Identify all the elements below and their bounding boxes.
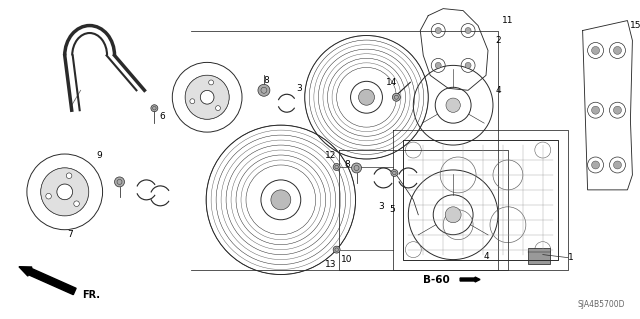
Bar xyxy=(528,248,550,263)
Text: 9: 9 xyxy=(97,151,102,160)
Wedge shape xyxy=(41,168,88,216)
Text: 11: 11 xyxy=(502,16,514,25)
Text: 3: 3 xyxy=(296,84,301,93)
Text: 10: 10 xyxy=(341,255,353,264)
Text: 8: 8 xyxy=(345,160,351,169)
Text: 3: 3 xyxy=(379,202,384,211)
FancyArrow shape xyxy=(460,277,480,282)
Text: 15: 15 xyxy=(630,21,640,30)
Text: 8: 8 xyxy=(263,76,269,85)
Text: 4: 4 xyxy=(495,86,500,95)
Circle shape xyxy=(591,47,600,55)
FancyArrow shape xyxy=(19,267,76,295)
Circle shape xyxy=(446,98,460,112)
Circle shape xyxy=(435,63,441,68)
Circle shape xyxy=(271,190,291,210)
Wedge shape xyxy=(185,75,229,119)
Circle shape xyxy=(392,93,401,101)
Circle shape xyxy=(358,89,374,105)
Circle shape xyxy=(445,207,461,223)
Circle shape xyxy=(614,161,621,169)
Circle shape xyxy=(435,27,441,33)
Circle shape xyxy=(614,47,621,55)
Circle shape xyxy=(614,106,621,114)
Text: 4: 4 xyxy=(483,252,489,261)
Circle shape xyxy=(465,63,471,68)
Text: 1: 1 xyxy=(568,253,573,262)
Circle shape xyxy=(333,163,340,170)
Circle shape xyxy=(151,105,158,112)
Circle shape xyxy=(333,246,340,253)
Circle shape xyxy=(216,106,220,111)
Text: 7: 7 xyxy=(67,230,72,239)
Circle shape xyxy=(115,177,125,187)
Circle shape xyxy=(67,173,72,179)
Circle shape xyxy=(209,80,214,85)
Text: FR.: FR. xyxy=(82,290,100,300)
Circle shape xyxy=(74,201,79,206)
Circle shape xyxy=(190,99,195,104)
Text: 14: 14 xyxy=(386,78,397,87)
Circle shape xyxy=(591,161,600,169)
Text: 2: 2 xyxy=(495,36,500,45)
Circle shape xyxy=(465,27,471,33)
Text: SJA4B5700D: SJA4B5700D xyxy=(578,300,625,309)
Circle shape xyxy=(591,106,600,114)
Circle shape xyxy=(391,169,398,176)
Text: 12: 12 xyxy=(325,151,337,160)
Circle shape xyxy=(351,163,362,173)
Text: 13: 13 xyxy=(325,260,337,269)
Text: B-60: B-60 xyxy=(423,275,449,285)
Text: 6: 6 xyxy=(159,112,165,121)
Circle shape xyxy=(258,84,270,96)
Circle shape xyxy=(46,193,51,199)
Text: 5: 5 xyxy=(390,205,396,214)
